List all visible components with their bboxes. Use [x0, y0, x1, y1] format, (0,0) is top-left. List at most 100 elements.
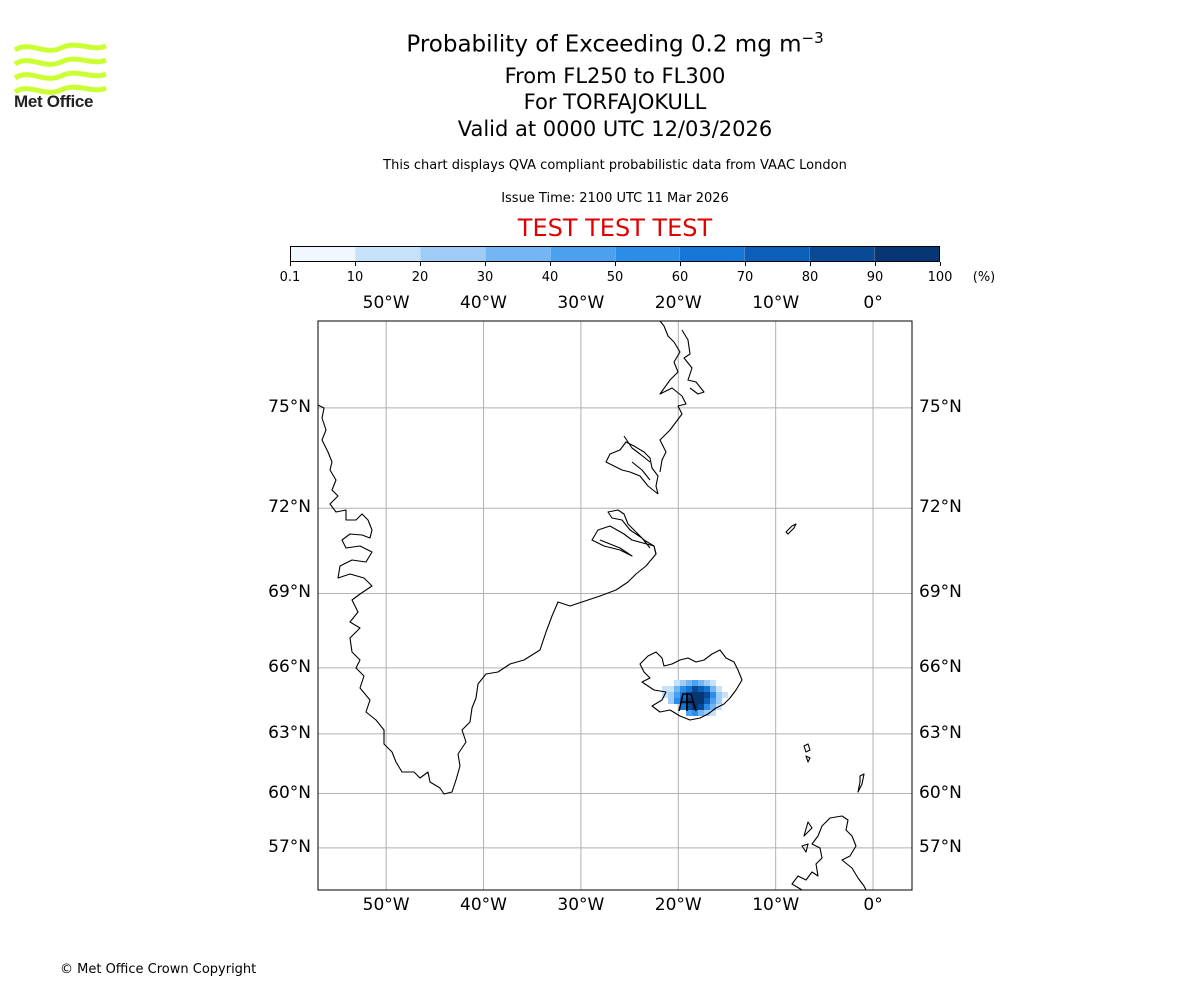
probability-cell: [686, 704, 692, 710]
probability-cell: [716, 692, 722, 698]
probability-cell: [716, 698, 722, 704]
map-frame: [317, 320, 913, 891]
probability-cell: [704, 680, 710, 686]
shetland: [857, 773, 865, 793]
colorbar-tick-mark: [485, 262, 486, 266]
faroe-islands: [803, 743, 811, 763]
probability-cell: [686, 692, 692, 698]
test-banner: TEST TEST TEST: [517, 214, 713, 242]
lat-label-right: 69°N: [919, 582, 962, 603]
colorbar-tick-label: 80: [801, 270, 819, 285]
probability-cell: [698, 698, 704, 704]
probability-cell: [704, 698, 710, 704]
colorbar-tick-label: 70: [736, 270, 754, 285]
chart-subtitle: This chart displays QVA compliant probab…: [383, 158, 847, 173]
probability-cell: [710, 704, 716, 710]
colorbar-swatch: [354, 247, 420, 261]
probability-cell: [680, 680, 686, 686]
colorbar-swatch: [809, 247, 875, 261]
met-office-logo-icon: [14, 42, 107, 95]
probability-cell: [698, 680, 704, 686]
probability-cell: [674, 686, 680, 692]
volcano-marker-icon: [678, 693, 697, 712]
gridlines: [318, 321, 912, 890]
colorbar-tick-label: 0.1: [279, 270, 301, 285]
probability-cell: [710, 686, 716, 692]
probability-cell: [674, 680, 680, 686]
coastlines: [317, 320, 867, 891]
scotland: [791, 815, 867, 891]
lat-label-left: 69°N: [268, 582, 311, 603]
colorbar-tick-mark: [680, 262, 681, 266]
probability-cell: [692, 710, 698, 716]
lon-label-bottom: 10°W: [752, 895, 800, 915]
lat-label-right: 72°N: [919, 497, 962, 518]
colorbar: [290, 246, 940, 262]
colorbar-tick-mark: [940, 262, 941, 266]
probability-cell: [704, 710, 710, 716]
lon-label-bottom: 40°W: [460, 895, 508, 915]
probability-cell: [692, 692, 698, 698]
colorbar-tick-mark: [810, 262, 811, 266]
probability-cell: [704, 704, 710, 710]
colorbar-swatch: [484, 247, 550, 261]
probability-cell: [686, 680, 692, 686]
met-office-logo-text: Met Office: [14, 92, 94, 111]
colorbar-tick-mark: [355, 262, 356, 266]
title-superscript: −3: [801, 29, 824, 47]
colorbar-tick-mark: [615, 262, 616, 266]
colorbar-tick-mark: [745, 262, 746, 266]
lon-label-top: 10°W: [752, 293, 800, 313]
probability-cell: [710, 710, 716, 716]
probability-cell: [680, 686, 686, 692]
lon-label-bottom: 0°: [863, 895, 883, 915]
colorbar-swatch: [744, 247, 810, 261]
probability-cell: [710, 698, 716, 704]
lon-label-bottom: 30°W: [557, 895, 605, 915]
colorbar-swatch: [614, 247, 680, 261]
probability-cell: [674, 698, 680, 704]
lat-label-left: 72°N: [268, 497, 311, 518]
colorbar-unit: (%): [972, 270, 996, 285]
probability-cell: [680, 698, 686, 704]
lat-label-left: 57°N: [268, 836, 311, 857]
probability-cell: [710, 692, 716, 698]
lat-label-right: 66°N: [919, 656, 962, 677]
probability-cell: [704, 692, 710, 698]
probability-cell: [662, 686, 668, 692]
lat-label-left: 66°N: [268, 656, 311, 677]
lon-label-top: 0°: [863, 293, 883, 313]
iceland-coastline: [639, 649, 743, 721]
colorbar-tick-mark: [550, 262, 551, 266]
volcano-name: For TORFAJOKULL: [523, 90, 707, 114]
flight-level-range: From FL250 to FL300: [504, 64, 726, 88]
probability-cell: [698, 692, 704, 698]
probability-cell: [698, 710, 704, 716]
colorbar-tick-label: 50: [606, 270, 624, 285]
colorbar-tick-label: 30: [476, 270, 494, 285]
greenland-west-coast: [317, 404, 657, 795]
lon-label-bottom: 20°W: [654, 895, 702, 915]
probability-cell: [716, 686, 722, 692]
copyright: © Met Office Crown Copyright: [60, 962, 257, 977]
probability-cell: [698, 686, 704, 692]
colorbar-swatch: [679, 247, 745, 261]
colorbar-tick-label: 20: [411, 270, 429, 285]
probability-cell: [674, 692, 680, 698]
colorbar-tick-mark: [290, 262, 291, 266]
ash-probability-field: [662, 680, 728, 716]
lat-label-right: 75°N: [919, 396, 962, 417]
valid-time: Valid at 0000 UTC 12/03/2026: [457, 117, 773, 141]
lat-label-right: 57°N: [919, 836, 962, 857]
lon-label-bottom: 50°W: [362, 895, 410, 915]
greenland-east-coast: [605, 320, 705, 555]
lon-label-top: 40°W: [460, 293, 508, 313]
probability-cell: [668, 686, 674, 692]
lat-label-right: 63°N: [919, 722, 962, 743]
colorbar-tick-label: 100: [927, 270, 953, 285]
colorbar-tick-mark: [875, 262, 876, 266]
probability-cell: [704, 686, 710, 692]
probability-cell: [686, 710, 692, 716]
lat-label-left: 75°N: [268, 396, 311, 417]
